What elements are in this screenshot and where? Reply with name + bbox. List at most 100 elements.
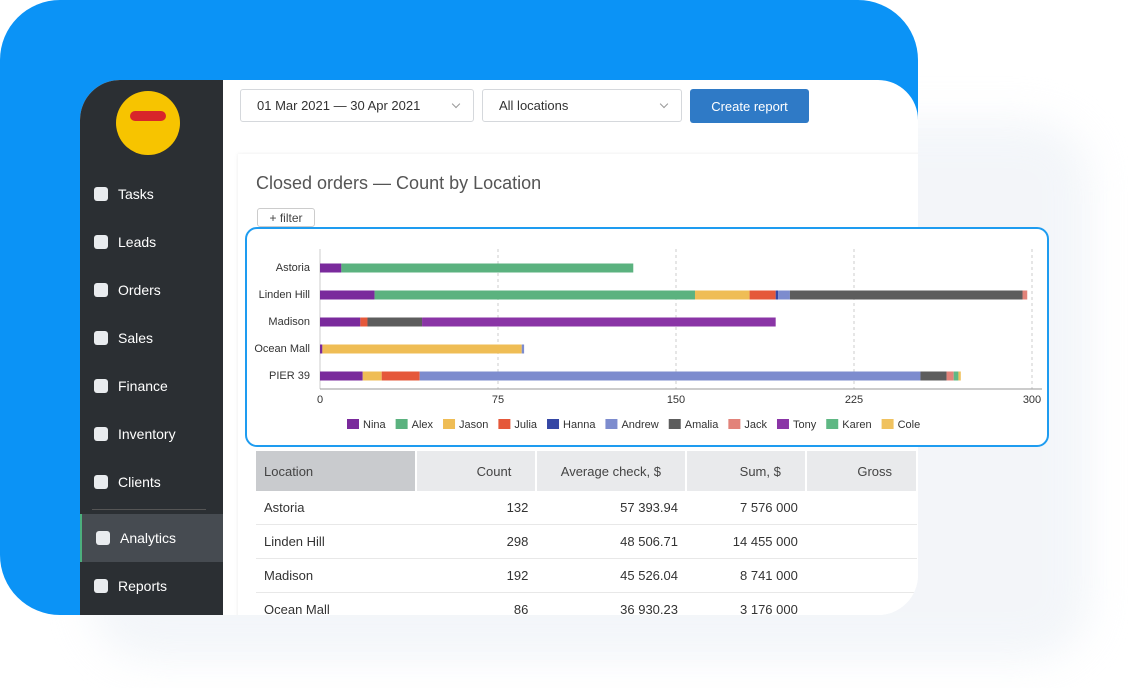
bar-segment [946, 371, 954, 381]
bar-segment [789, 290, 1023, 300]
table-cell: 3 176 000 [685, 592, 806, 615]
nav-label: Orders [118, 282, 161, 298]
nav-icon [94, 283, 108, 297]
nav-icon [94, 379, 108, 393]
nav-icon [96, 531, 110, 545]
table-row: Madison 192 45 526.04 8 741 000 [256, 558, 917, 593]
column-header[interactable]: Location [256, 451, 418, 491]
table-cell: 48 506.71 [536, 524, 686, 559]
bar-segment [422, 317, 776, 327]
legend-swatch [668, 419, 681, 429]
table-cell [805, 558, 917, 593]
y-tick-label: Ocean Mall [254, 343, 310, 355]
table-cell: 57 393.94 [536, 491, 686, 525]
bar-segment [320, 317, 361, 327]
nav-label: Clients [118, 474, 161, 490]
bar-segment [958, 371, 961, 381]
x-tick-label: 225 [845, 394, 863, 406]
legend-swatch [728, 419, 741, 429]
avatar-mask [130, 111, 166, 121]
table-cell: Ocean Mall [256, 592, 417, 615]
legend-label: Julia [514, 419, 538, 431]
table-row: Ocean Mall 86 36 930.23 3 176 000 [256, 592, 917, 615]
bar-segment [320, 263, 342, 273]
bar-segment [367, 317, 423, 327]
column-header[interactable]: Gross [805, 451, 918, 491]
x-tick-label: 0 [317, 394, 323, 406]
bar-segment [749, 290, 776, 300]
column-header[interactable]: Count [416, 451, 538, 491]
table-cell: 86 [416, 592, 537, 615]
nav-icon [94, 187, 108, 201]
table-cell [805, 491, 917, 525]
bar-segment [374, 290, 695, 300]
nav-icon [94, 331, 108, 345]
table-cell: 192 [416, 558, 537, 593]
avatar [116, 91, 180, 155]
table-cell: 45 526.04 [536, 558, 686, 593]
bar-segment [953, 371, 959, 381]
bar-segment [362, 371, 382, 381]
nav-item[interactable]: Tasks [80, 170, 223, 218]
nav-label: Reports [118, 578, 168, 594]
legend-label: Tony [793, 419, 817, 431]
nav-item[interactable]: Inventory [80, 410, 223, 458]
nav-item[interactable]: Reports [80, 562, 223, 610]
nav-item[interactable]: Finance [80, 362, 223, 410]
legend-swatch [881, 419, 894, 429]
nav-label: Analytics [120, 530, 177, 546]
bar-segment [322, 344, 522, 354]
table-cell: 298 [416, 524, 537, 559]
nav-label: Leads [118, 234, 157, 250]
bar-segment [694, 290, 750, 300]
column-header[interactable]: Average check, $ [536, 451, 687, 491]
table-row: Linden Hill 298 48 506.71 14 455 000 [256, 524, 917, 559]
bar-segment [320, 290, 375, 300]
x-tick-label: 300 [1023, 394, 1041, 406]
x-tick-label: 150 [667, 394, 685, 406]
report-title: Closed orders — Count by Location [256, 173, 542, 193]
legend-swatch [605, 419, 618, 429]
column-header[interactable]: Sum, $ [685, 451, 807, 491]
legend-label: Hanna [563, 419, 596, 431]
date-select[interactable]: 01 Mar 2021 — 30 Apr 2021 [240, 89, 474, 122]
nav-icon [94, 579, 108, 593]
table-row: Astoria 132 57 393.94 7 576 000 [256, 491, 917, 525]
nav-item[interactable]: Leads [80, 218, 223, 266]
nav-item[interactable]: Orders [80, 266, 223, 314]
legend-swatch [547, 419, 560, 429]
legend-label: Jason [459, 419, 488, 431]
legend-swatch [395, 419, 408, 429]
legend-label: Karen [842, 419, 871, 431]
legend-label: Jack [744, 419, 767, 431]
nav-item[interactable]: Sales [80, 314, 223, 362]
table-cell: Astoria [256, 491, 417, 525]
create-report-button[interactable]: Create report [690, 89, 809, 123]
divider [92, 509, 206, 510]
table-cell [805, 524, 917, 559]
table-cell: Linden Hill [256, 524, 417, 559]
table-cell: 7 576 000 [685, 491, 806, 525]
legend-label: Cole [898, 419, 921, 431]
table-cell: 132 [416, 491, 537, 525]
nav-item[interactable]: Analytics [80, 514, 223, 562]
table-cell [805, 592, 917, 615]
table-cell: Madison [256, 558, 417, 593]
bar-segment [360, 317, 368, 327]
bar-segment [419, 371, 921, 381]
legend-swatch [498, 419, 511, 429]
x-tick-label: 75 [492, 394, 504, 406]
bar-segment [381, 371, 420, 381]
y-tick-label: Linden Hill [259, 289, 310, 301]
bar-segment [521, 344, 525, 354]
nav-item[interactable]: Clients [80, 458, 223, 506]
nav-label: Inventory [118, 426, 176, 442]
filter-button[interactable]: + filter [257, 208, 315, 227]
nav-label: Sales [118, 330, 154, 346]
nav-label: Finance [118, 378, 168, 394]
bar-segment [920, 371, 947, 381]
legend-label: Andrew [621, 419, 658, 431]
location-select[interactable]: All locations [482, 89, 682, 122]
y-tick-label: PIER 39 [269, 370, 310, 382]
bar-segment [778, 290, 790, 300]
